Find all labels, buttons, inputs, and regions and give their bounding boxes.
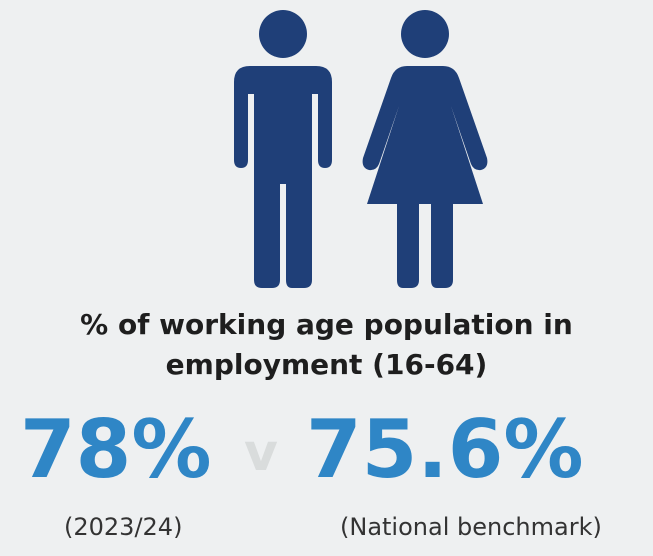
stats-row: 78% v 75.6%	[0, 400, 653, 500]
man-icon	[228, 8, 338, 290]
versus-label: v	[244, 423, 278, 483]
local-value: 78%	[20, 403, 212, 496]
population-figures	[228, 8, 495, 290]
national-benchmark-label: (National benchmark)	[340, 513, 602, 541]
caption-line-1: % of working age population in	[80, 308, 573, 341]
caption-line-2: employment (16-64)	[165, 348, 488, 381]
national-value: 75.6%	[306, 403, 584, 496]
local-period-label: (2023/24)	[64, 513, 183, 541]
woman-icon	[355, 8, 495, 290]
